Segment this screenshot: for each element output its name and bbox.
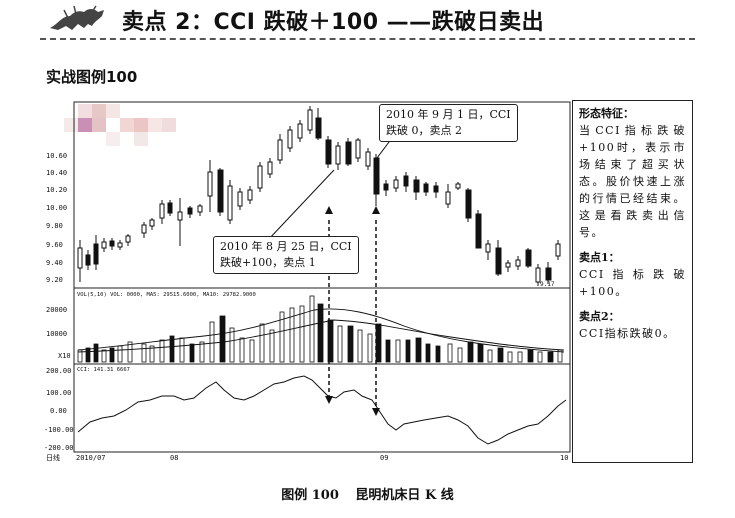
callout-line: 跌破 0，卖点 2 [386, 124, 462, 137]
bull-logo-icon [50, 5, 104, 30]
point2-text: CCI指标跌破0。 [579, 327, 676, 340]
point2-heading: 卖点2： [579, 310, 620, 323]
date-tick: 09 [380, 454, 388, 462]
callout-pointer [373, 137, 393, 163]
cci-header: CCI: 141.31 6667 [77, 367, 130, 373]
price-tick: 9.80 [46, 222, 63, 230]
callout-line: 2010 年 9 月 1 日，CCI [386, 108, 511, 121]
price-tick: 9.60 [46, 241, 63, 249]
cci-panel-frame [73, 363, 571, 453]
price-tick: 9.20 [46, 276, 63, 284]
cci-tick: -100.00 [44, 426, 74, 434]
arrow-down-icon [325, 396, 333, 404]
point1-heading: 卖点1： [579, 251, 620, 264]
candlesticks [77, 106, 561, 286]
cci-tick: -200.00 [44, 444, 74, 452]
cci-tick: 200.00 [46, 367, 71, 375]
callout-sell-point-2: 2010 年 9 月 1 日，CCI 跌破 0，卖点 2 [379, 104, 518, 142]
arrow-down-icon [372, 408, 380, 416]
cci-tick: 0.00 [50, 407, 67, 415]
pattern-notes-box: 形态特征： 当CCI指标跌破+100时，表示市场结束了超买状态。股价快速上涨的行… [572, 100, 693, 463]
date-tick: 08 [170, 454, 178, 462]
section-title: 实战图例100 [46, 68, 138, 86]
price-tick: 10.00 [46, 204, 67, 212]
price-tick: 10.20 [46, 186, 67, 194]
volume-header: VOL(5,10) VOL: 0000, MA5: 29515.6000, MA… [77, 292, 256, 298]
date-tick: 日线 [46, 453, 60, 462]
arrow-up-icon [325, 206, 333, 214]
volume-tick: 20000 [46, 306, 67, 314]
callout-pointer [267, 169, 335, 241]
callout-line: 2010 年 8 月 25 日，CCI [220, 240, 352, 253]
volume-tick: 10000 [46, 330, 67, 338]
figure-number: 图例 100 [281, 488, 339, 503]
volume-bars [77, 295, 563, 363]
price-tick: 9.40 [46, 259, 63, 267]
point1-text: CCI指标跌破+100。 [579, 268, 686, 298]
low-price-label: 9.17 [540, 281, 555, 288]
cci-tick: 100.00 [46, 389, 71, 397]
volume-tick: X10 [58, 352, 71, 360]
page-header: 卖点 2：CCI 跌破＋100 ——跌破日卖出 [0, 0, 735, 40]
price-tick: 10.40 [46, 169, 67, 177]
feature-text: 当CCI指标跌破+100时，表示市场结束了超买状态。股价快速上涨的行情已经结束。… [579, 124, 686, 239]
figure-title: 昆明机床日 K 线 [355, 488, 454, 503]
header-divider [40, 38, 695, 40]
date-tick: 10 [560, 454, 568, 462]
date-tick: 2010/07 [76, 454, 106, 462]
cci-line [77, 375, 567, 445]
stock-chart: 10.60 10.40 10.20 10.00 9.80 9.60 9.40 9… [44, 101, 571, 462]
arrow-up-icon [372, 206, 380, 214]
callout-sell-point-1: 2010 年 8 月 25 日，CCI 跌破+100，卖点 1 [213, 236, 359, 274]
callout-line: 跌破+100，卖点 1 [220, 256, 316, 269]
page-title: 卖点 2：CCI 跌破＋100 ——跌破日卖出 [122, 10, 545, 35]
price-tick: 10.60 [46, 152, 67, 160]
figure-caption: 图例 100 昆明机床日 K 线 [0, 484, 735, 503]
feature-heading: 形态特征： [579, 107, 634, 120]
volume-moving-averages [77, 308, 565, 353]
